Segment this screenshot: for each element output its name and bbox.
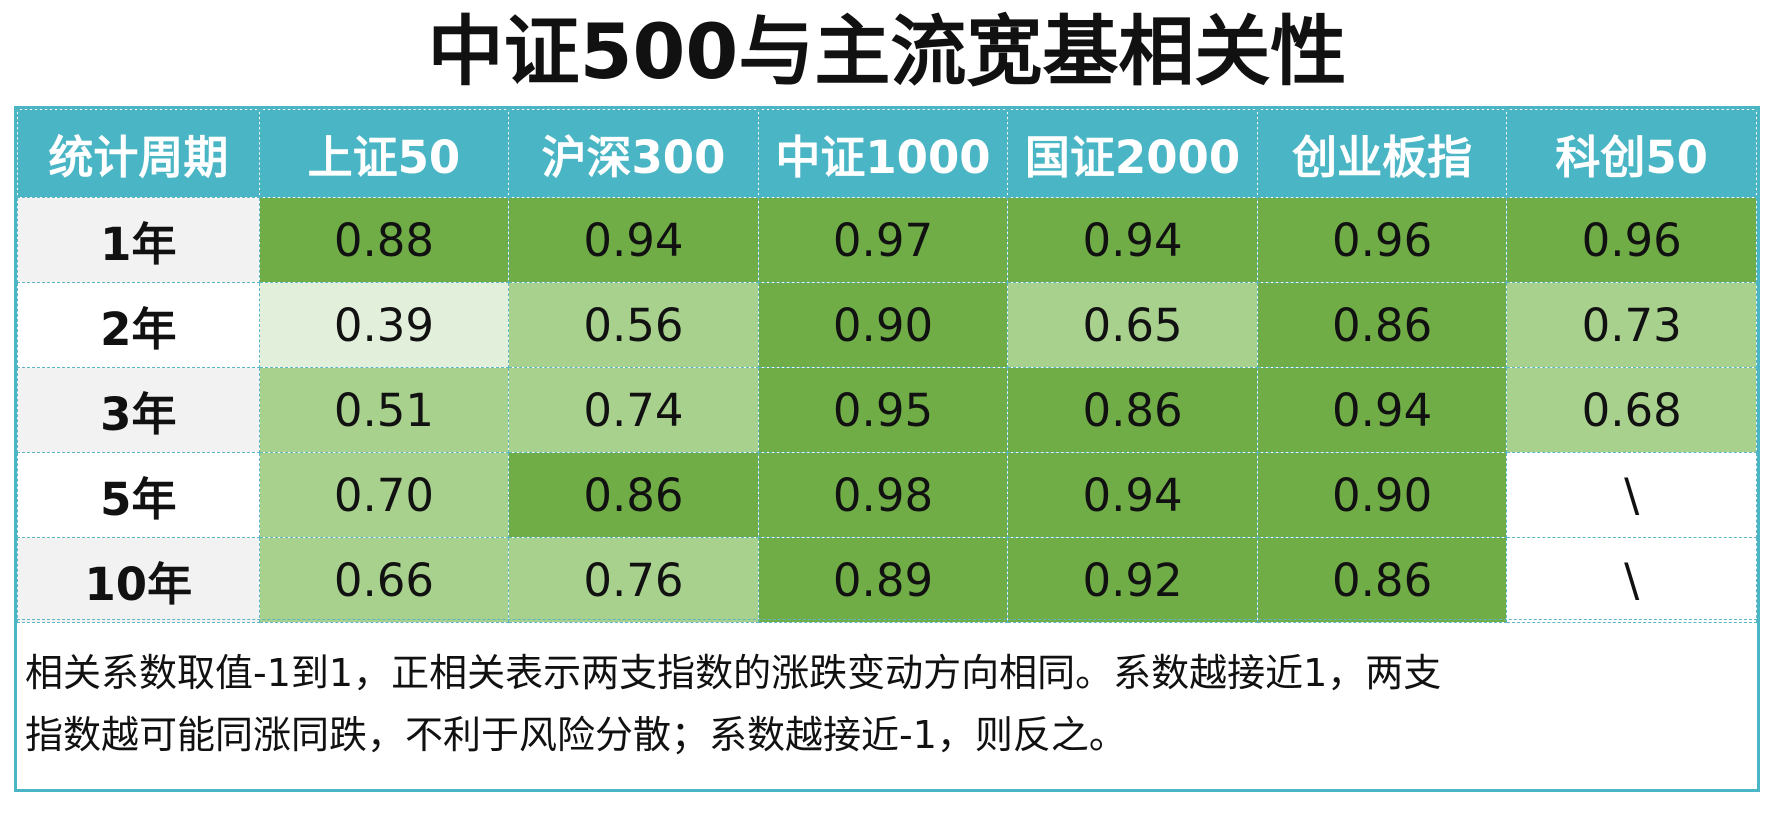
- value-cell: 0.70: [258, 452, 510, 538]
- value-cell: 0.86: [1256, 537, 1508, 623]
- value-cell: 0.98: [757, 452, 1009, 538]
- header-row: 统计周期 上证50 沪深300 中证1000 国证2000 创业板指 科创50: [17, 109, 1757, 198]
- value-cell: 0.68: [1506, 367, 1757, 453]
- period-cell: 5年: [17, 452, 260, 538]
- value-cell: 0.39: [258, 282, 510, 368]
- table-row: 3年 0.51 0.74 0.95 0.86 0.94 0.68: [17, 367, 1757, 453]
- value-cell: 0.73: [1506, 282, 1757, 368]
- value-cell: 0.65: [1007, 282, 1258, 368]
- value-cell: 0.51: [258, 367, 510, 453]
- period-cell: 1年: [17, 197, 260, 283]
- value-cell: 0.90: [1256, 452, 1508, 538]
- value-cell: 0.97: [757, 197, 1009, 283]
- period-cell: 10年: [17, 537, 260, 623]
- correlation-table-frame: 统计周期 上证50 沪深300 中证1000 国证2000 创业板指 科创50 …: [14, 106, 1760, 792]
- value-cell: 0.86: [508, 452, 759, 538]
- value-cell: 0.86: [1256, 282, 1508, 368]
- value-cell: 0.94: [508, 197, 759, 283]
- table-row: 10年 0.66 0.76 0.89 0.92 0.86 \: [17, 537, 1757, 623]
- correlation-table: 统计周期 上证50 沪深300 中证1000 国证2000 创业板指 科创50 …: [17, 109, 1757, 623]
- column-header: 上证50: [258, 109, 510, 198]
- value-cell: 0.56: [508, 282, 759, 368]
- period-cell: 2年: [17, 282, 260, 368]
- value-cell: 0.94: [1007, 452, 1258, 538]
- value-cell: 0.76: [508, 537, 759, 623]
- value-cell: 0.94: [1256, 367, 1508, 453]
- value-cell: 0.95: [757, 367, 1009, 453]
- column-header: 科创50: [1506, 109, 1757, 198]
- column-header: 创业板指: [1256, 109, 1508, 198]
- table-row: 2年 0.39 0.56 0.90 0.65 0.86 0.73: [17, 282, 1757, 368]
- value-cell: \: [1506, 452, 1757, 538]
- value-cell: \: [1506, 537, 1757, 623]
- column-header: 中证1000: [757, 109, 1009, 198]
- table-row: 5年 0.70 0.86 0.98 0.94 0.90 \: [17, 452, 1757, 538]
- value-cell: 0.94: [1007, 197, 1258, 283]
- column-header: 沪深300: [508, 109, 759, 198]
- page-title: 中证500与主流宽基相关性: [427, 7, 1347, 96]
- column-header: 国证2000: [1007, 109, 1258, 198]
- footnote-line: 指数越可能同涨同跌，不利于风险分散；系数越接近-1，则反之。: [25, 713, 1127, 757]
- period-cell: 3年: [17, 367, 260, 453]
- value-cell: 0.74: [508, 367, 759, 453]
- value-cell: 0.88: [258, 197, 510, 283]
- value-cell: 0.92: [1007, 537, 1258, 623]
- value-cell: 0.89: [757, 537, 1009, 623]
- column-header: 统计周期: [17, 109, 260, 198]
- value-cell: 0.96: [1506, 197, 1757, 283]
- value-cell: 0.90: [757, 282, 1009, 368]
- value-cell: 0.66: [258, 537, 510, 623]
- table-row: 1年 0.88 0.94 0.97 0.94 0.96 0.96: [17, 197, 1757, 283]
- footnote: 相关系数取值-1到1，正相关表示两支指数的涨跌变动方向相同。系数越接近1，两支 …: [17, 619, 1757, 789]
- value-cell: 0.96: [1256, 197, 1508, 283]
- footnote-line: 相关系数取值-1到1，正相关表示两支指数的涨跌变动方向相同。系数越接近1，两支: [25, 651, 1442, 695]
- value-cell: 0.86: [1007, 367, 1258, 453]
